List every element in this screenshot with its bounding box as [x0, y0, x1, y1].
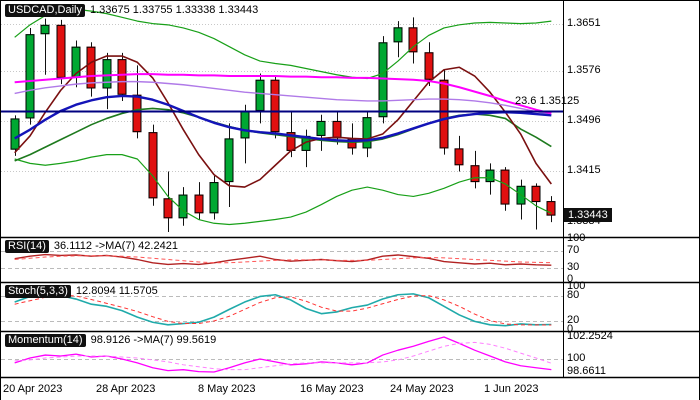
rsi-pane-header: RSI(14) 36.1112 ->MA(7) 42.2421 — [5, 240, 178, 253]
price-axis-label: 1.3651 — [567, 17, 601, 29]
price-axis-label: 1.3415 — [567, 164, 601, 176]
momentum-values: 98.9126 ->MA(7) 99.5619 — [90, 334, 217, 346]
rsi-axis-label: 30 — [567, 261, 580, 273]
stoch-axis-label: 80 — [567, 289, 580, 301]
price-axis-label: 1.3576 — [567, 64, 601, 76]
stoch-axis-label: 100 — [567, 280, 586, 292]
momentum-axis-label: 102.2524 — [567, 330, 613, 342]
date-axis-label: 24 May 2023 — [390, 383, 454, 395]
date-axis-label: 1 Jun 2023 — [484, 383, 539, 395]
chart-header: USDCAD,Daily 1.33675 1.33755 1.33338 1.33… — [5, 4, 258, 17]
momentum-badge: Momentum(14) — [5, 334, 86, 347]
price-axis-label: 1.3496 — [567, 114, 601, 126]
rsi-axis-label: 70 — [567, 244, 580, 256]
date-axis-label: 20 Apr 2023 — [3, 383, 63, 395]
date-axis-label: 16 May 2023 — [300, 383, 364, 395]
momentum-pane-header: Momentum(14) 98.9126 ->MA(7) 99.5619 — [5, 334, 216, 347]
fib-level-label: 23.6 1.35125 — [515, 95, 580, 107]
rsi-axis-label: 100 — [567, 232, 586, 244]
date-axis-label: 28 Apr 2023 — [96, 383, 156, 395]
symbol-timeframe-badge: USDCAD,Daily — [5, 4, 85, 17]
rsi-badge: RSI(14) — [5, 240, 49, 253]
ohlc-values: 1.33675 1.33755 1.33338 1.33443 — [89, 4, 259, 16]
stoch-axis-label: 20 — [567, 314, 580, 326]
stoch-values: 12.8094 11.5705 — [75, 285, 158, 297]
rsi-axis-label: 0 — [567, 273, 574, 285]
stoch-pane-header: Stoch(5,3,3) 12.8094 11.5705 — [5, 285, 158, 298]
current-price-badge: 1.33443 — [564, 208, 612, 222]
momentum-axis-label: 100 — [567, 352, 586, 364]
date-axis-label: 8 May 2023 — [198, 383, 256, 395]
stoch-badge: Stoch(5,3,3) — [5, 285, 71, 298]
stoch-axis-label: 0 — [567, 323, 574, 335]
momentum-axis-label: 98.6611 — [567, 365, 606, 377]
rsi-values: 36.1112 ->MA(7) 42.2421 — [53, 240, 178, 252]
